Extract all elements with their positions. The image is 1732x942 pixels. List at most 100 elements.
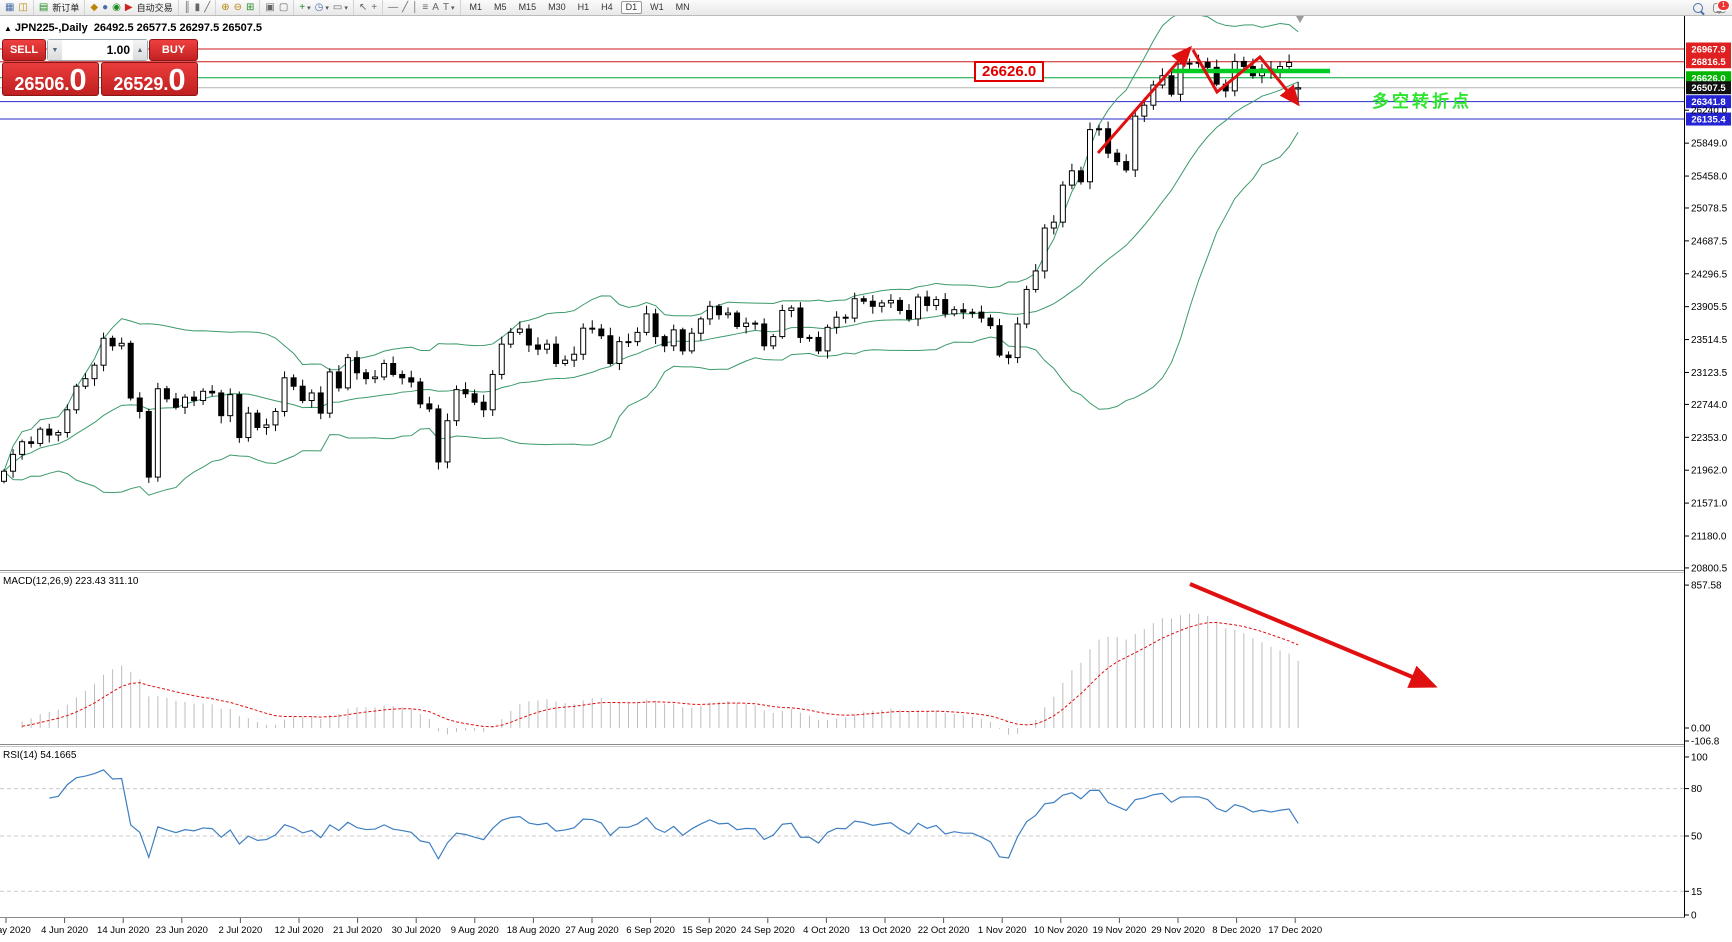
chat-icon[interactable]: 1 — [1713, 0, 1730, 14]
volume-down-button[interactable]: ▼ — [48, 40, 62, 60]
timeframe-h4[interactable]: H4 — [601, 2, 613, 12]
svg-text:21180.0: 21180.0 — [1691, 531, 1727, 542]
text-tool-icon[interactable]: A — [432, 1, 439, 13]
signals-icon[interactable]: ◉ — [112, 1, 121, 13]
svg-text:26240.0: 26240.0 — [1691, 106, 1728, 117]
buy-price-box[interactable]: 26529. 0 — [101, 62, 198, 96]
new-order-icon[interactable]: ▤ — [38, 1, 49, 13]
template-icon[interactable]: ▭ — [332, 1, 343, 13]
svg-text:23905.5: 23905.5 — [1691, 302, 1728, 313]
timeframe-m1[interactable]: M1 — [469, 2, 483, 12]
dropdown-icon[interactable]: ▾ — [344, 4, 348, 12]
svg-text:100: 100 — [1691, 753, 1708, 764]
arrange-new-icon[interactable]: ▢ — [278, 1, 289, 13]
sell-button[interactable]: SELL — [2, 39, 46, 61]
svg-text:0: 0 — [1691, 911, 1697, 922]
one-click-collapse-icon[interactable]: ▲ — [4, 24, 12, 33]
timeframe-m30[interactable]: M30 — [548, 2, 566, 12]
svg-text:23514.5: 23514.5 — [1691, 335, 1728, 346]
volume-up-button[interactable]: ▲ — [133, 40, 147, 60]
candles-series — [1, 53, 1302, 484]
label-tool-icon[interactable]: T — [442, 1, 450, 13]
sell-price-pip: 0 — [69, 62, 87, 97]
crosshair-icon[interactable]: + — [371, 1, 378, 13]
autotrade-label[interactable]: 自动交易 — [136, 3, 173, 13]
buy-price-dot: . — [163, 74, 169, 94]
hline-tool-icon[interactable]: ― — [388, 1, 399, 13]
chart-window-icon[interactable]: ▦ — [5, 1, 15, 13]
sell-price-dot: . — [64, 74, 70, 94]
svg-text:30 Jul 2020: 30 Jul 2020 — [392, 925, 441, 936]
sell-price-box[interactable]: 26506. 0 — [2, 62, 99, 96]
svg-text:21 Jul 2020: 21 Jul 2020 — [333, 925, 382, 936]
svg-text:29 Nov 2020: 29 Nov 2020 — [1151, 925, 1205, 936]
svg-text:857.58: 857.58 — [1691, 581, 1722, 592]
svg-text:19 Nov 2020: 19 Nov 2020 — [1092, 925, 1146, 936]
svg-text:9 Aug 2020: 9 Aug 2020 — [451, 925, 499, 936]
buy-price-main: 26529 — [113, 74, 164, 94]
shapes-dropdown-icon[interactable]: ▾ — [451, 4, 455, 12]
new-order-label[interactable]: 新订单 — [52, 3, 80, 13]
dropdown-icon[interactable]: ▾ — [325, 4, 329, 12]
zoom-chart-icon[interactable]: ◫ — [18, 1, 28, 13]
price-callout-label[interactable]: 26626.0 — [974, 61, 1045, 82]
timeframe-m15[interactable]: M15 — [518, 2, 537, 12]
chart-style-icon[interactable]: ◆ — [90, 1, 99, 13]
zoom-in-icon[interactable]: ⊕ — [221, 1, 230, 13]
fibo-tool-icon[interactable]: ≡ — [422, 1, 429, 13]
chart-shift-marker[interactable] — [1296, 16, 1304, 23]
svg-text:4 Jun 2020: 4 Jun 2020 — [41, 925, 88, 936]
toolbar-group-cursor: ↖ + — [354, 0, 384, 15]
tile-windows-icon[interactable]: ⊞ — [246, 1, 255, 13]
autotrade-icon[interactable]: ▶ — [124, 1, 133, 13]
period-icon[interactable]: ◷ — [314, 1, 324, 13]
svg-text:26967.9: 26967.9 — [1691, 45, 1725, 56]
svg-text:17 Dec 2020: 17 Dec 2020 — [1268, 925, 1322, 936]
timeframe-d1[interactable]: D1 — [620, 1, 643, 14]
down-turn-arrow[interactable] — [1191, 49, 1300, 107]
trendline-tool-icon[interactable]: ╱ — [402, 1, 409, 13]
symbol-period: JPN225-,Daily — [14, 22, 88, 34]
up-trend-arrow[interactable] — [1096, 45, 1192, 154]
timeframe-w1[interactable]: W1 — [650, 2, 664, 12]
volume-input[interactable]: 1.00 — [106, 43, 130, 57]
svg-text:26341.8: 26341.8 — [1691, 97, 1725, 108]
arrange-icon[interactable]: ▣ — [265, 1, 275, 13]
svg-text:14 Jun 2020: 14 Jun 2020 — [97, 925, 149, 936]
svg-text:20800.5: 20800.5 — [1691, 563, 1728, 574]
svg-text:50: 50 — [1691, 832, 1703, 843]
buy-button[interactable]: BUY — [149, 39, 198, 61]
macd-down-arrow[interactable] — [1189, 582, 1438, 688]
candle-chart-icon[interactable]: ▮ — [194, 1, 201, 13]
svg-text:25078.5: 25078.5 — [1691, 203, 1728, 214]
svg-text:18 Aug 2020: 18 Aug 2020 — [507, 925, 560, 936]
turning-point-text[interactable]: 多空转折点 — [1372, 92, 1472, 111]
timeframe-h1[interactable]: H1 — [577, 2, 590, 12]
profile-icon[interactable]: ● — [102, 1, 109, 13]
add-indicator-icon[interactable]: + — [299, 1, 306, 13]
svg-text:24296.5: 24296.5 — [1691, 269, 1728, 280]
sell-price-main: 26506 — [14, 74, 65, 94]
svg-text:12 Jul 2020: 12 Jul 2020 — [274, 925, 323, 936]
svg-text:26626.0: 26626.0 — [1691, 73, 1725, 84]
cursor-icon[interactable]: ↖ — [358, 1, 368, 13]
toolbar-group-zoom: ⊕ ⊖ ⊞ — [216, 0, 261, 15]
line-chart-icon[interactable]: ╱ — [204, 1, 211, 13]
time-scale[interactable]: 6 May 2020 4 Jun 2020 14 Jun 2020 23 Jun 20… — [0, 918, 1322, 936]
vline-tool-icon[interactable]: │ — [412, 1, 419, 13]
timeframe-mn[interactable]: MN — [675, 2, 690, 12]
bar-chart-icon[interactable]: ║ — [183, 1, 191, 13]
dropdown-icon[interactable]: ▾ — [307, 4, 311, 12]
svg-text:80: 80 — [1691, 784, 1703, 795]
toolbar-group-drawing: ― ╱ │ ≡ A T ▾ — [383, 0, 461, 15]
zoom-out-icon[interactable]: ⊖ — [233, 1, 242, 13]
rsi-label: RSI(14) 54.1665 — [3, 750, 77, 761]
svg-text:1 Nov 2020: 1 Nov 2020 — [978, 925, 1027, 936]
timeframe-m5[interactable]: M5 — [494, 2, 507, 12]
toolbar-group-windows: ▦ ◫ — [0, 0, 34, 15]
svg-text:25458.0: 25458.0 — [1691, 172, 1728, 183]
macd-label: MACD(12,26,9) 223.43 311.10 — [3, 576, 139, 587]
search-icon[interactable] — [1693, 2, 1703, 13]
